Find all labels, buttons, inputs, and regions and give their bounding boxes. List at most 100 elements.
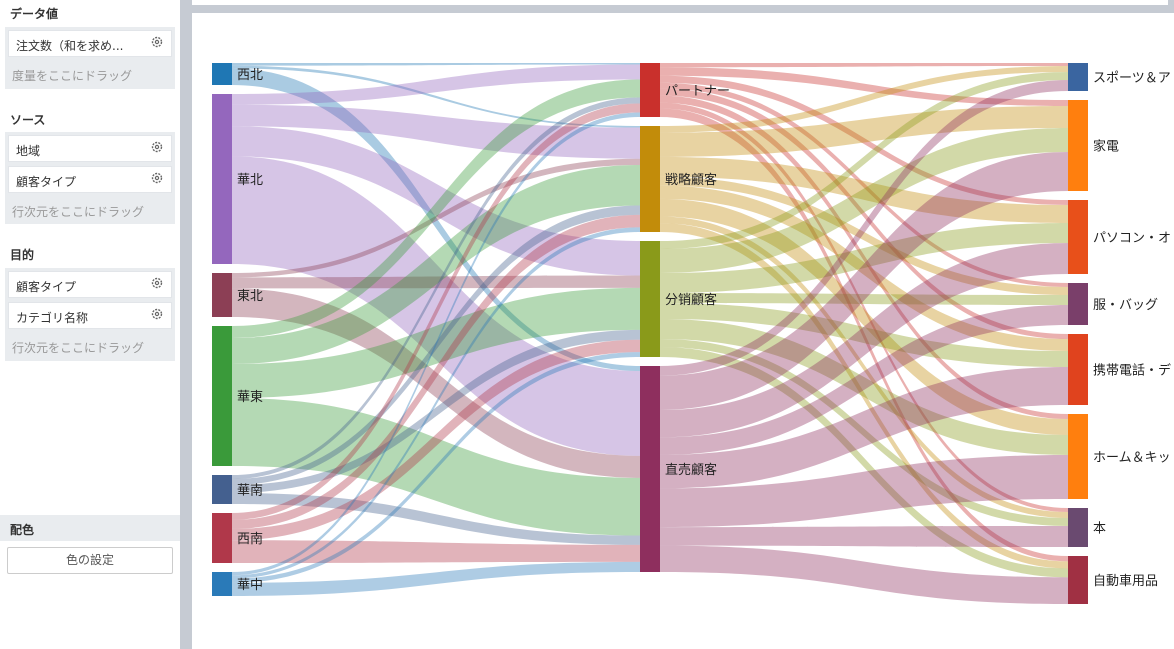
sankey-link[interactable] — [660, 156, 1068, 223]
gear-icon[interactable] — [150, 276, 164, 290]
sankey-link[interactable] — [232, 68, 640, 372]
sankey-link[interactable] — [232, 65, 640, 128]
sankey-link[interactable] — [660, 319, 1068, 455]
sankey-link[interactable] — [660, 66, 1068, 133]
sankey-link[interactable] — [660, 339, 1068, 526]
sankey-link[interactable] — [232, 561, 640, 596]
sankey-link[interactable] — [660, 95, 1068, 420]
sankey-link[interactable] — [660, 243, 1068, 438]
customer-type-node[interactable] — [640, 126, 660, 232]
sankey-link[interactable] — [232, 275, 640, 289]
sankey-link[interactable] — [232, 214, 640, 529]
sankey-link[interactable] — [232, 97, 640, 480]
customer-type-node[interactable] — [640, 63, 660, 117]
sankey-link[interactable] — [660, 293, 1068, 305]
sankey-link[interactable] — [232, 63, 640, 66]
sankey-link[interactable] — [232, 112, 640, 576]
sankey-link[interactable] — [660, 347, 1068, 578]
sankey-link[interactable] — [660, 216, 1068, 518]
sankey-link[interactable] — [660, 305, 1068, 455]
sankey-link[interactable] — [232, 158, 640, 278]
sankey-link[interactable] — [232, 126, 640, 276]
sankey-link[interactable] — [660, 303, 1068, 367]
sankey-link[interactable] — [232, 540, 640, 563]
color-section-header: 配色 — [0, 515, 180, 541]
sankey-link[interactable] — [660, 106, 1068, 157]
field-label: 地域 — [16, 144, 41, 158]
sankey-link[interactable] — [660, 82, 1068, 287]
sankey-link[interactable] — [660, 198, 1068, 435]
sankey-link[interactable] — [660, 63, 1068, 68]
sankey-link[interactable] — [660, 152, 1068, 411]
field-category-name[interactable]: カテゴリ名称 — [8, 302, 172, 329]
source-dropzone[interactable]: 地域 顧客タイプ 行次元をここにドラッグ — [5, 132, 175, 224]
sankey-link[interactable] — [660, 223, 1068, 293]
sankey-link[interactable] — [660, 108, 1068, 562]
category-node[interactable] — [1068, 283, 1088, 325]
sankey-link[interactable] — [232, 339, 640, 541]
region-node[interactable] — [212, 94, 232, 264]
field-customer-type[interactable]: 顧客タイプ — [8, 271, 172, 298]
field-region[interactable]: 地域 — [8, 135, 172, 162]
category-node-label: 携帯電話・デ — [1093, 363, 1171, 379]
sankey-link[interactable] — [232, 104, 640, 159]
sankey-link[interactable] — [660, 75, 1068, 205]
gear-icon[interactable] — [150, 35, 164, 49]
sankey-link[interactable] — [232, 398, 640, 536]
category-node[interactable] — [1068, 414, 1088, 499]
sankey-link[interactable] — [660, 80, 1068, 376]
region-node-label: 東北 — [237, 288, 263, 304]
category-node[interactable] — [1068, 508, 1088, 547]
gear-icon[interactable] — [150, 171, 164, 185]
category-node[interactable] — [1068, 334, 1088, 405]
region-node[interactable] — [212, 273, 232, 317]
sankey-link[interactable] — [660, 223, 1068, 569]
category-node[interactable] — [1068, 556, 1088, 604]
sankey-link[interactable] — [232, 352, 640, 583]
sankey-link[interactable] — [660, 72, 1068, 249]
sankey-link[interactable] — [232, 288, 640, 478]
category-node[interactable] — [1068, 200, 1088, 274]
field-order-count[interactable]: 注文数（和を求め... — [8, 30, 172, 57]
field-label: 注文数（和を求め... — [16, 39, 124, 53]
data-value-dropzone[interactable]: 注文数（和を求め... 度量をここにドラッグ — [5, 27, 175, 89]
gear-icon[interactable] — [150, 307, 164, 321]
sankey-link[interactable] — [232, 227, 640, 579]
sankey-link[interactable] — [232, 329, 640, 493]
category-node[interactable] — [1068, 63, 1088, 91]
region-node[interactable] — [212, 63, 232, 85]
target-dropzone[interactable]: 顧客タイプ カテゴリ名称 行次元をここにドラッグ — [5, 268, 175, 361]
customer-type-node[interactable] — [640, 366, 660, 572]
category-node[interactable] — [1068, 100, 1088, 191]
panel-divider[interactable] — [180, 0, 192, 649]
customer-type-node[interactable] — [640, 241, 660, 357]
sankey-link[interactable] — [660, 176, 1068, 295]
field-customer-type[interactable]: 顧客タイプ — [8, 166, 172, 193]
sankey-link[interactable] — [660, 367, 1068, 489]
sankey-link[interactable] — [660, 128, 1068, 273]
sankey-link[interactable] — [232, 64, 640, 105]
sankey-link[interactable] — [660, 185, 1068, 351]
category-node-label: 自動車用品 — [1093, 574, 1158, 589]
region-node[interactable] — [212, 475, 232, 504]
sankey-link[interactable] — [232, 205, 640, 486]
gear-icon[interactable] — [150, 140, 164, 154]
region-node-label: 華東 — [237, 389, 263, 405]
sankey-link[interactable] — [232, 287, 640, 398]
sankey-link[interactable] — [232, 164, 640, 364]
sankey-link[interactable] — [660, 88, 1068, 339]
region-node[interactable] — [212, 326, 232, 466]
region-node[interactable] — [212, 513, 232, 563]
sankey-link[interactable] — [232, 493, 640, 545]
sankey-link[interactable] — [660, 526, 1068, 547]
region-node[interactable] — [212, 572, 232, 596]
sankey-link[interactable] — [660, 67, 1068, 106]
sankey-link[interactable] — [232, 79, 640, 339]
sankey-link[interactable] — [660, 102, 1068, 512]
sankey-link[interactable] — [660, 455, 1068, 528]
color-settings-button[interactable]: 色の設定 — [7, 547, 173, 574]
sankey-link[interactable] — [660, 545, 1068, 604]
sankey-link[interactable] — [232, 156, 640, 456]
sankey-link[interactable] — [232, 103, 640, 520]
